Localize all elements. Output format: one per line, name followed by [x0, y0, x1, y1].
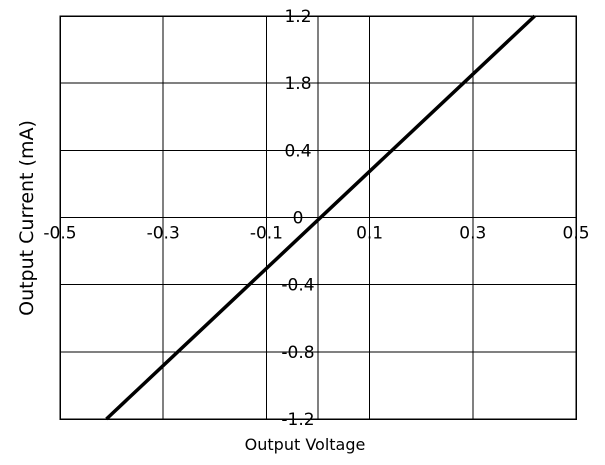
y-tick-label: 1.2: [284, 7, 311, 27]
y-tick-label: -1.2: [281, 410, 314, 430]
y-tick-label: -0.4: [281, 276, 314, 296]
x-tick-label: -0.1: [250, 224, 283, 244]
x-tick-label: 0.3: [459, 224, 486, 244]
x-tick-labels: -0.5 -0.3 -0.1 0.1 0.3 0.5: [43, 224, 589, 244]
y-tick-label: 0: [293, 209, 304, 229]
grid: [59, 15, 577, 420]
y-tick-label: 0.4: [284, 141, 311, 161]
y-tick-label: 1.8: [284, 74, 311, 94]
x-axis-label: Output Voltage: [245, 435, 366, 454]
x-tick-label: -0.5: [43, 224, 76, 244]
x-tick-label: 0.1: [356, 224, 383, 244]
series-line: [105, 14, 536, 421]
x-tick-label: -0.3: [147, 224, 180, 244]
y-tick-label: -0.8: [281, 343, 314, 363]
series-layer: [105, 14, 536, 421]
y-tick-labels: 1.2 1.8 0.4 0 -0.4 -0.8 -1.2: [281, 7, 314, 430]
plot-frame: [59, 15, 577, 420]
x-tick-label: 0.5: [562, 224, 589, 244]
y-axis-label: Output Current (mA): [16, 120, 38, 316]
